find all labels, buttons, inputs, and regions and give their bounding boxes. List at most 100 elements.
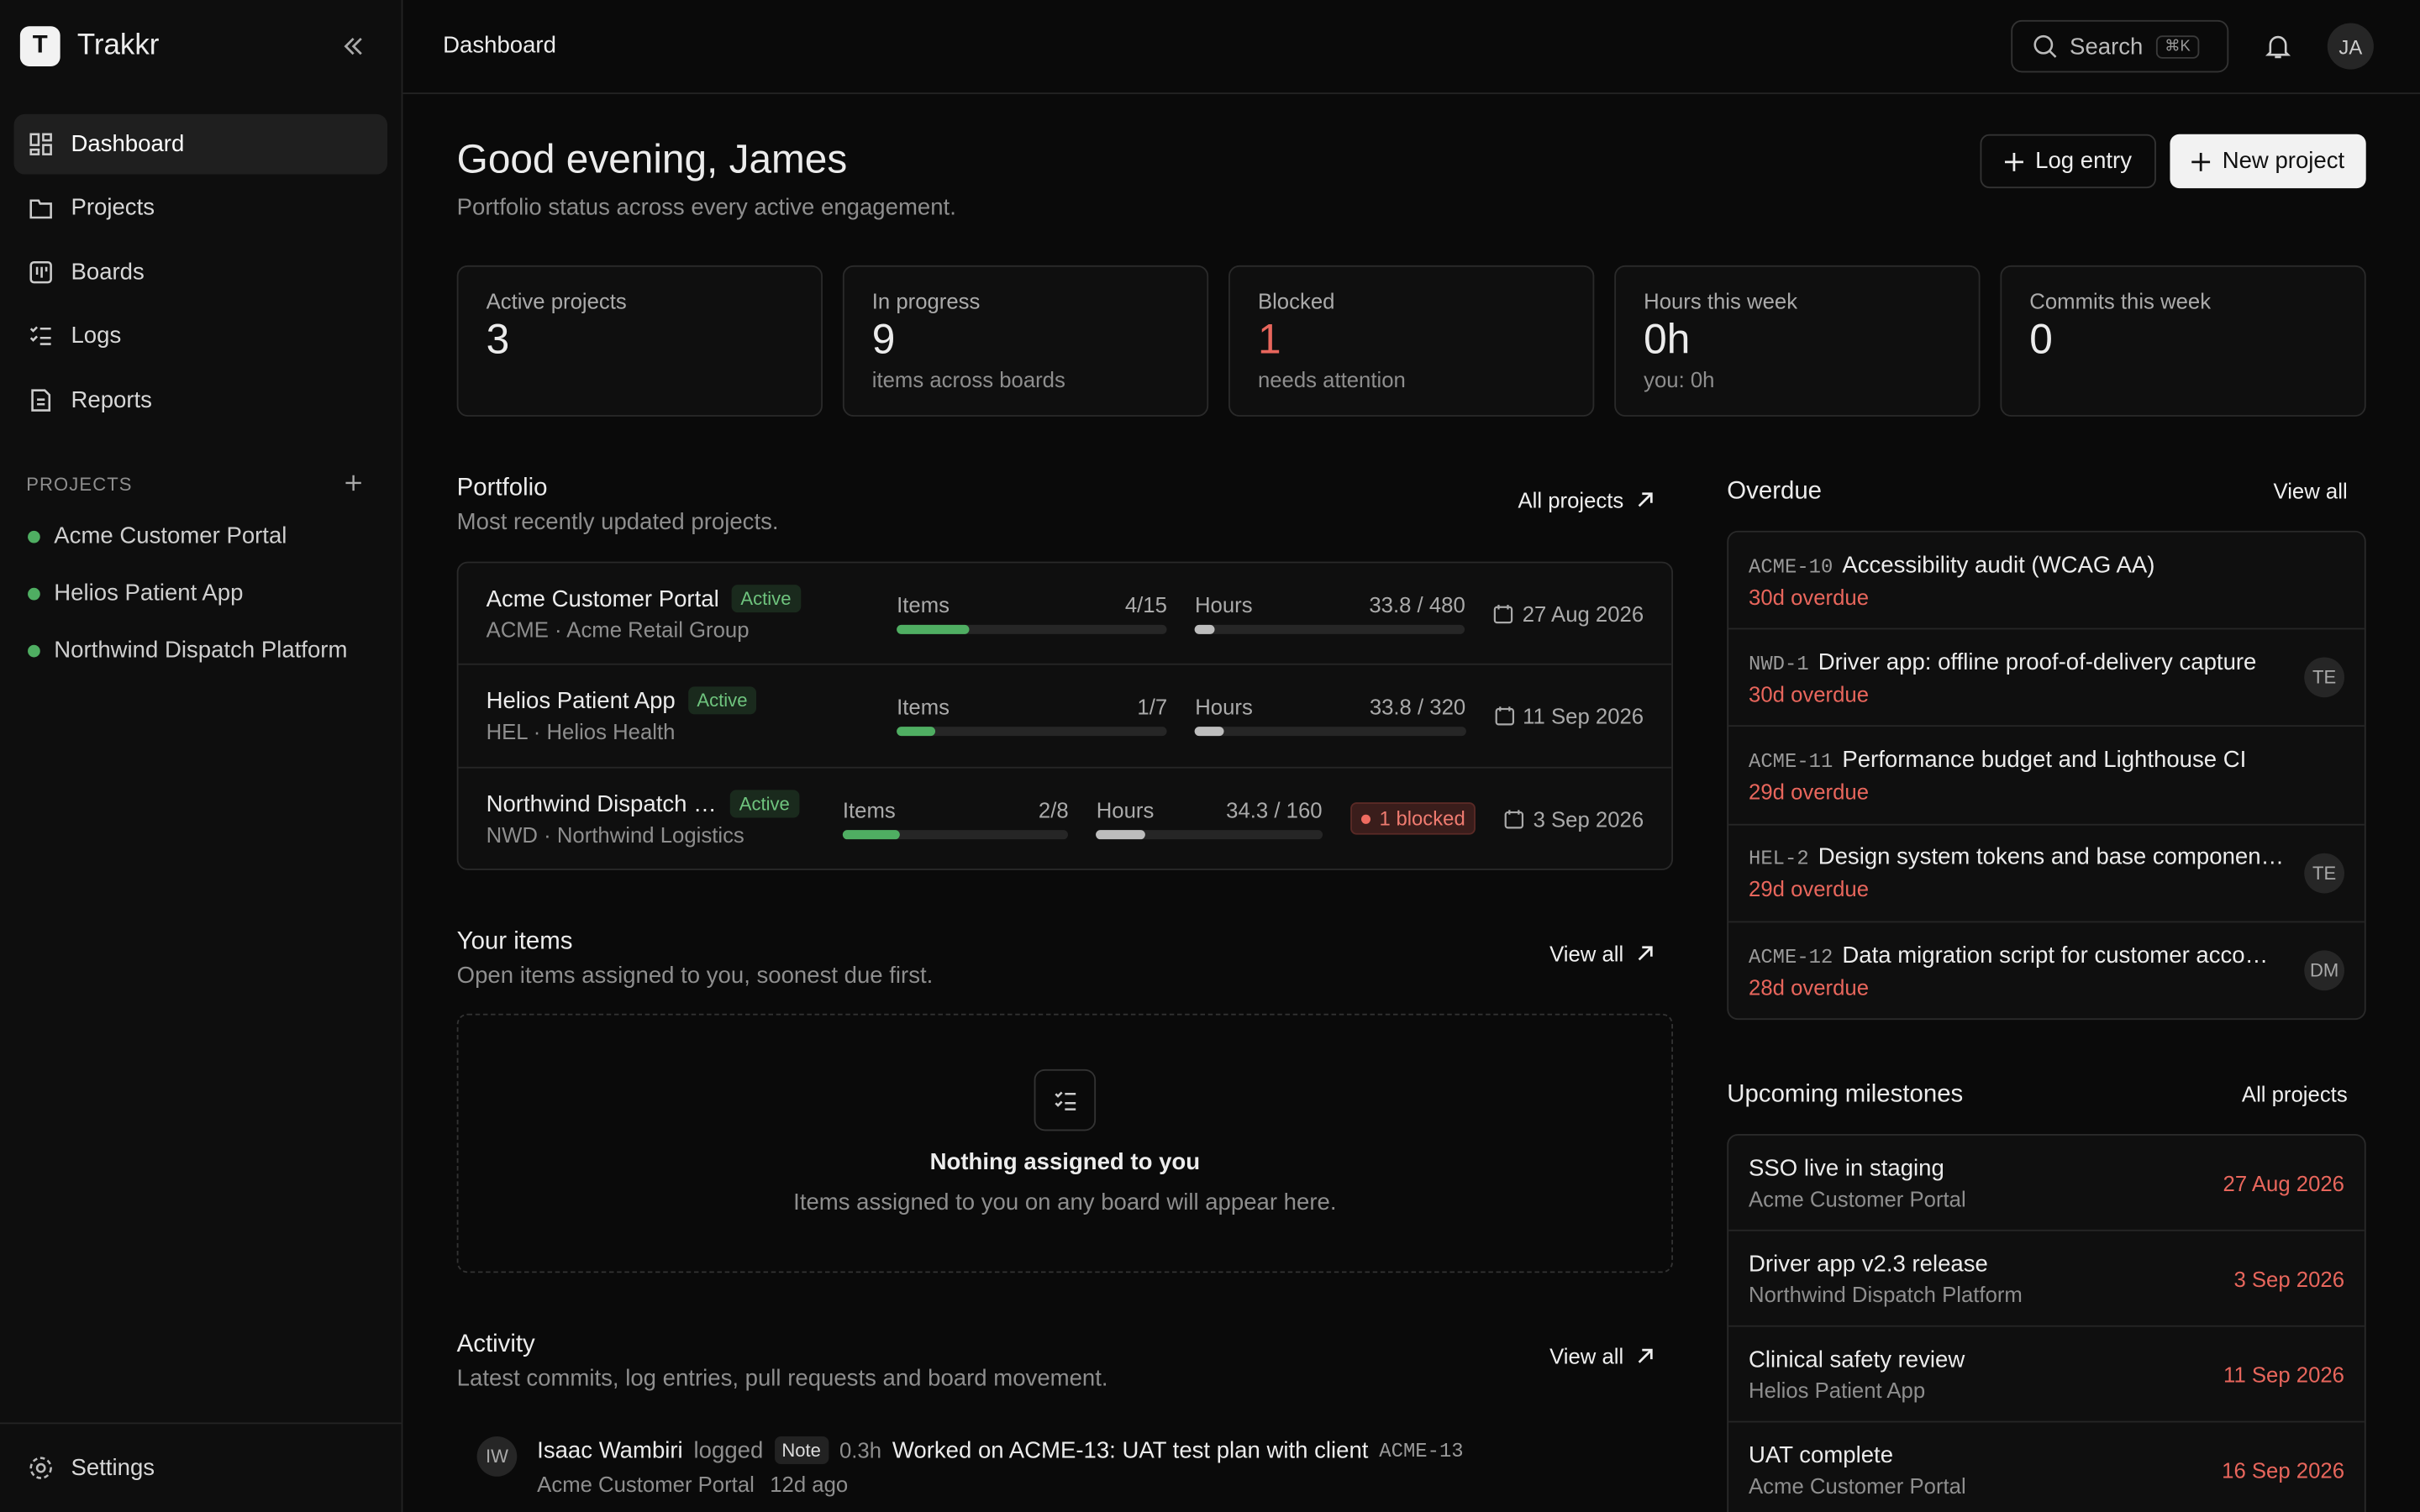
project-name-line: Acme Customer Portal Active bbox=[486, 585, 870, 613]
project-row[interactable]: Acme Customer Portal Active ACME · Acme Re… bbox=[458, 563, 1672, 666]
overdue-line: NWD-1 Driver app: offline proof-of-delive… bbox=[1749, 649, 2256, 675]
sidebar-project[interactable]: Northwind Dispatch Platform bbox=[28, 638, 347, 664]
add-project[interactable] bbox=[345, 474, 363, 492]
overdue-item[interactable]: ACME-10 Accessibility audit (WCAG AA) 30d … bbox=[1728, 533, 2365, 630]
milestone-info: Clinical safety review Helios Patient App bbox=[1749, 1347, 1965, 1402]
link-label: View all bbox=[2273, 478, 2348, 503]
header-button[interactable]: Log entry bbox=[1980, 134, 2156, 189]
milestone-item[interactable]: SSO live in staging Acme Customer Portal 2… bbox=[1728, 1136, 2365, 1231]
button-label: Log entry bbox=[2035, 148, 2133, 175]
item-title: Design system tokens and base componen… bbox=[1818, 843, 2285, 871]
stat-value: 9 bbox=[871, 316, 896, 363]
logo: T bbox=[19, 26, 60, 66]
overdue-item[interactable]: HEL-2 Design system tokens and base compo… bbox=[1728, 825, 2365, 922]
milestone-project: Acme Customer Portal bbox=[1749, 1473, 1966, 1498]
milestone-title: Clinical safety review bbox=[1749, 1346, 1965, 1373]
due-date: 3 Sep 2026 bbox=[1504, 806, 1644, 832]
milestone-item[interactable]: Clinical safety review Helios Patient App… bbox=[1728, 1327, 2365, 1423]
section-subtitle: Open items assigned to you, soonest due … bbox=[456, 963, 934, 990]
project-name: Helios Patient App bbox=[486, 688, 676, 715]
item-title: Data migration script for customer acco… bbox=[1842, 942, 2269, 969]
project-info: Northwind Dispatch Platform Active NWD · N… bbox=[487, 790, 815, 848]
search[interactable]: Search ⌘K bbox=[2011, 19, 2229, 73]
search-label: Search bbox=[2070, 33, 2144, 60]
metric: Hours 33.8 / 320 bbox=[1195, 695, 1466, 737]
nav-item[interactable]: Reports bbox=[14, 370, 387, 430]
project-row[interactable]: Northwind Dispatch Platform Active NWD · N… bbox=[459, 768, 1672, 869]
section-link[interactable]: View all bbox=[2274, 478, 2348, 502]
metric: Items 1/7 bbox=[897, 695, 1168, 737]
empty-text: Items assigned to you on any board will … bbox=[793, 1189, 1337, 1216]
activity-action: logged bbox=[693, 1436, 764, 1464]
due-label: 11 Sep 2026 bbox=[1523, 703, 1644, 728]
milestone-item[interactable]: Driver app v2.3 release Northwind Dispatc… bbox=[1728, 1231, 2365, 1327]
status-badge: Active bbox=[687, 687, 757, 716]
item-key: NWD-1 bbox=[1749, 652, 1809, 676]
overdue-item[interactable]: ACME-11 Performance budget and Lighthouse… bbox=[1728, 727, 2365, 825]
project-client: NWD · Northwind Logistics bbox=[486, 822, 744, 848]
item-key: ACME-11 bbox=[1749, 749, 1833, 774]
collapse-button[interactable] bbox=[343, 35, 365, 57]
progress-fill bbox=[842, 830, 900, 840]
progress-fill bbox=[1195, 727, 1224, 737]
page-subtitle: Portfolio status across every active eng… bbox=[456, 194, 956, 221]
milestone-item[interactable]: UAT complete Acme Customer Portal 16 Sep 2… bbox=[1728, 1422, 2365, 1512]
assignee-avatar: TE bbox=[2304, 853, 2345, 893]
metric-head: Hours 33.8 / 320 bbox=[1195, 695, 1465, 719]
section-link[interactable]: View all bbox=[1549, 1344, 1655, 1368]
header-button[interactable]: New project bbox=[2170, 134, 2366, 189]
topbar: Dashboard Search ⌘K JA bbox=[402, 0, 2420, 95]
notifications[interactable] bbox=[2264, 33, 2291, 60]
milestone-date: 16 Sep 2026 bbox=[2222, 1457, 2345, 1483]
nav-item[interactable]: Logs bbox=[14, 306, 387, 366]
section-link[interactable]: All projects bbox=[2242, 1082, 2348, 1106]
metric-value: 4/15 bbox=[1124, 592, 1167, 617]
metric-head: Items 4/15 bbox=[897, 593, 1167, 617]
activity-time: 12d ago bbox=[770, 1472, 849, 1497]
project-name: Acme Customer Portal bbox=[486, 585, 719, 612]
section-link[interactable]: All projects bbox=[1518, 487, 1654, 512]
overdue-info: ACME-12 Data migration script for custome… bbox=[1749, 942, 2268, 1000]
activity-text: Worked on ACME-13: UAT test plan with cl… bbox=[892, 1436, 1369, 1464]
project-row[interactable]: Helios Patient App Active HEL · Helios Hea… bbox=[458, 665, 1672, 768]
metric: Items 4/15 bbox=[897, 593, 1167, 635]
stat-label: Active projects bbox=[486, 288, 627, 313]
progress-fill bbox=[897, 625, 969, 635]
stat-label: Blocked bbox=[1257, 288, 1335, 313]
overdue-line: ACME-12 Data migration script for custome… bbox=[1749, 942, 2268, 969]
shortcut: ⌘K bbox=[2155, 34, 2200, 58]
metric-head: Hours 33.8 / 480 bbox=[1195, 593, 1465, 617]
progress-track bbox=[842, 830, 1069, 840]
overdue-item[interactable]: NWD-1 Driver app: offline proof-of-delive… bbox=[1728, 630, 2365, 727]
section-title: Your items bbox=[456, 928, 573, 955]
settings[interactable]: Settings bbox=[14, 1438, 387, 1499]
sidebar-project[interactable]: Acme Customer Portal bbox=[28, 523, 287, 549]
activity-tag: Note bbox=[774, 1436, 829, 1465]
project-client: ACME · Acme Retail Group bbox=[486, 617, 750, 643]
stat-note: needs attention bbox=[1257, 367, 1406, 392]
metric-head: Items 1/7 bbox=[897, 695, 1167, 719]
section-link[interactable]: View all bbox=[1549, 941, 1655, 966]
nav-item[interactable]: Boards bbox=[14, 242, 387, 302]
nav-item[interactable]: Dashboard bbox=[13, 113, 388, 175]
milestone-title: SSO live in staging bbox=[1749, 1154, 1944, 1182]
sidebar-project[interactable]: Helios Patient App bbox=[28, 580, 243, 606]
overdue-due: 29d overdue bbox=[1749, 876, 1869, 901]
section-title: Activity bbox=[456, 1331, 535, 1358]
milestone-info: UAT complete Acme Customer Portal bbox=[1749, 1441, 1966, 1497]
section-label: PROJECTS bbox=[26, 473, 133, 496]
assignee-avatar: TE bbox=[2304, 657, 2345, 698]
metric-label: Items bbox=[897, 592, 950, 617]
milestone-info: SSO live in staging Acme Customer Portal bbox=[1749, 1155, 1966, 1210]
user-avatar[interactable]: JA bbox=[2327, 23, 2374, 70]
overdue-item[interactable]: ACME-12 Data migration script for custome… bbox=[1728, 922, 2365, 1018]
item-title: Performance budget and Lighthouse CI bbox=[1842, 746, 2247, 774]
nav-item[interactable]: Projects bbox=[14, 178, 387, 239]
button-label: New project bbox=[2222, 148, 2345, 175]
divider bbox=[0, 1422, 402, 1425]
activity-hours: 0.3h bbox=[839, 1437, 882, 1463]
stat-label: Hours this week bbox=[1644, 288, 1798, 313]
metric-value: 1/7 bbox=[1137, 695, 1168, 720]
progress-track bbox=[897, 625, 1167, 635]
activity-project: Acme Customer Portal bbox=[537, 1472, 755, 1497]
